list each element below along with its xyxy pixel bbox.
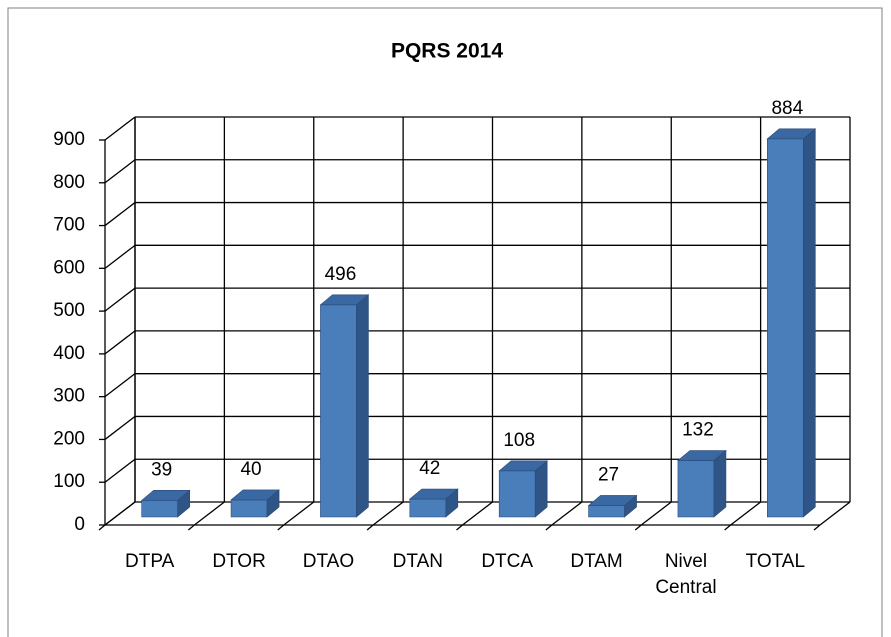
data-label: 40 [240,459,261,480]
y-tick-label: 400 [53,343,85,364]
x-tick-label: DTAM [570,551,623,572]
category-tick [724,524,732,531]
data-label: 42 [419,458,440,479]
category-tick [187,524,195,531]
bar-face [498,470,536,518]
bar-face [409,498,447,518]
y-tick-label: 0 [74,514,85,535]
data-label: 132 [682,420,714,441]
bar-face [713,449,727,518]
bar-face [588,505,625,518]
x-tick-label: TOTAL [745,551,806,572]
grid-line [104,202,136,227]
data-label: 108 [503,430,535,451]
y-tick-label: 300 [53,386,85,407]
x-tick-label: DTCA [481,551,534,572]
floor-divider [283,501,315,526]
x-tick-label: DTAO [302,551,355,572]
data-label: 27 [598,464,619,485]
category-tick [813,524,821,531]
floor-divider [819,501,851,526]
y-tick-label: 800 [53,172,85,193]
category-tick [277,524,285,531]
floor-divider [462,501,493,526]
grid-line [104,116,136,141]
category-tick [545,524,553,531]
grid-line [104,373,136,398]
bar [677,449,727,518]
floor-divider [193,501,225,526]
floor-divider [640,501,672,526]
bar-face [230,499,268,518]
data-label: 39 [151,459,172,480]
bar-face [320,304,357,518]
y-tick-label: 100 [53,471,85,492]
bar [408,488,459,518]
grid-line [104,159,136,184]
category-tick [98,524,106,531]
grid-line [104,244,136,269]
data-label: 884 [771,98,803,119]
bar [766,128,817,518]
x-tick-label: Nivel Central [655,551,717,598]
bar-face [677,450,727,461]
grid-line [104,415,136,440]
frame [7,7,883,637]
y-tick-label: 900 [53,129,85,150]
bar-face [587,495,638,506]
grid-line [104,458,136,483]
grid-line [104,287,136,312]
bar [319,294,370,518]
bar-face [230,489,280,501]
bar-face [356,294,369,518]
data-label: 496 [325,264,357,285]
x-tick-label: DTPA [125,551,175,572]
category-tick [634,524,642,531]
bar-face [766,128,817,140]
bar [230,489,280,518]
bar-face [803,128,816,518]
bar-face [498,460,549,472]
floor-divider [551,501,583,526]
grid-line [104,501,136,526]
bar [140,489,191,518]
bar [498,460,549,518]
bar-face [408,488,459,500]
bar-face [319,294,370,306]
grid-line [104,330,136,355]
chart-title: PQRS 2014 [391,40,503,63]
bar [587,494,638,518]
y-tick-label: 600 [53,257,85,278]
y-tick-label: 500 [53,300,85,321]
y-tick-label: 700 [53,215,85,236]
bar-face [677,460,715,518]
bar-face [141,500,178,518]
floor-divider [730,501,762,526]
bar-face [140,490,191,501]
y-tick-label: 200 [53,428,85,449]
category-tick [366,524,374,531]
x-tick-label: DTAN [392,551,443,572]
floor-divider [372,501,404,526]
bar-face [767,138,804,518]
x-tick-label: DTOR [212,551,266,572]
category-tick [456,524,463,531]
